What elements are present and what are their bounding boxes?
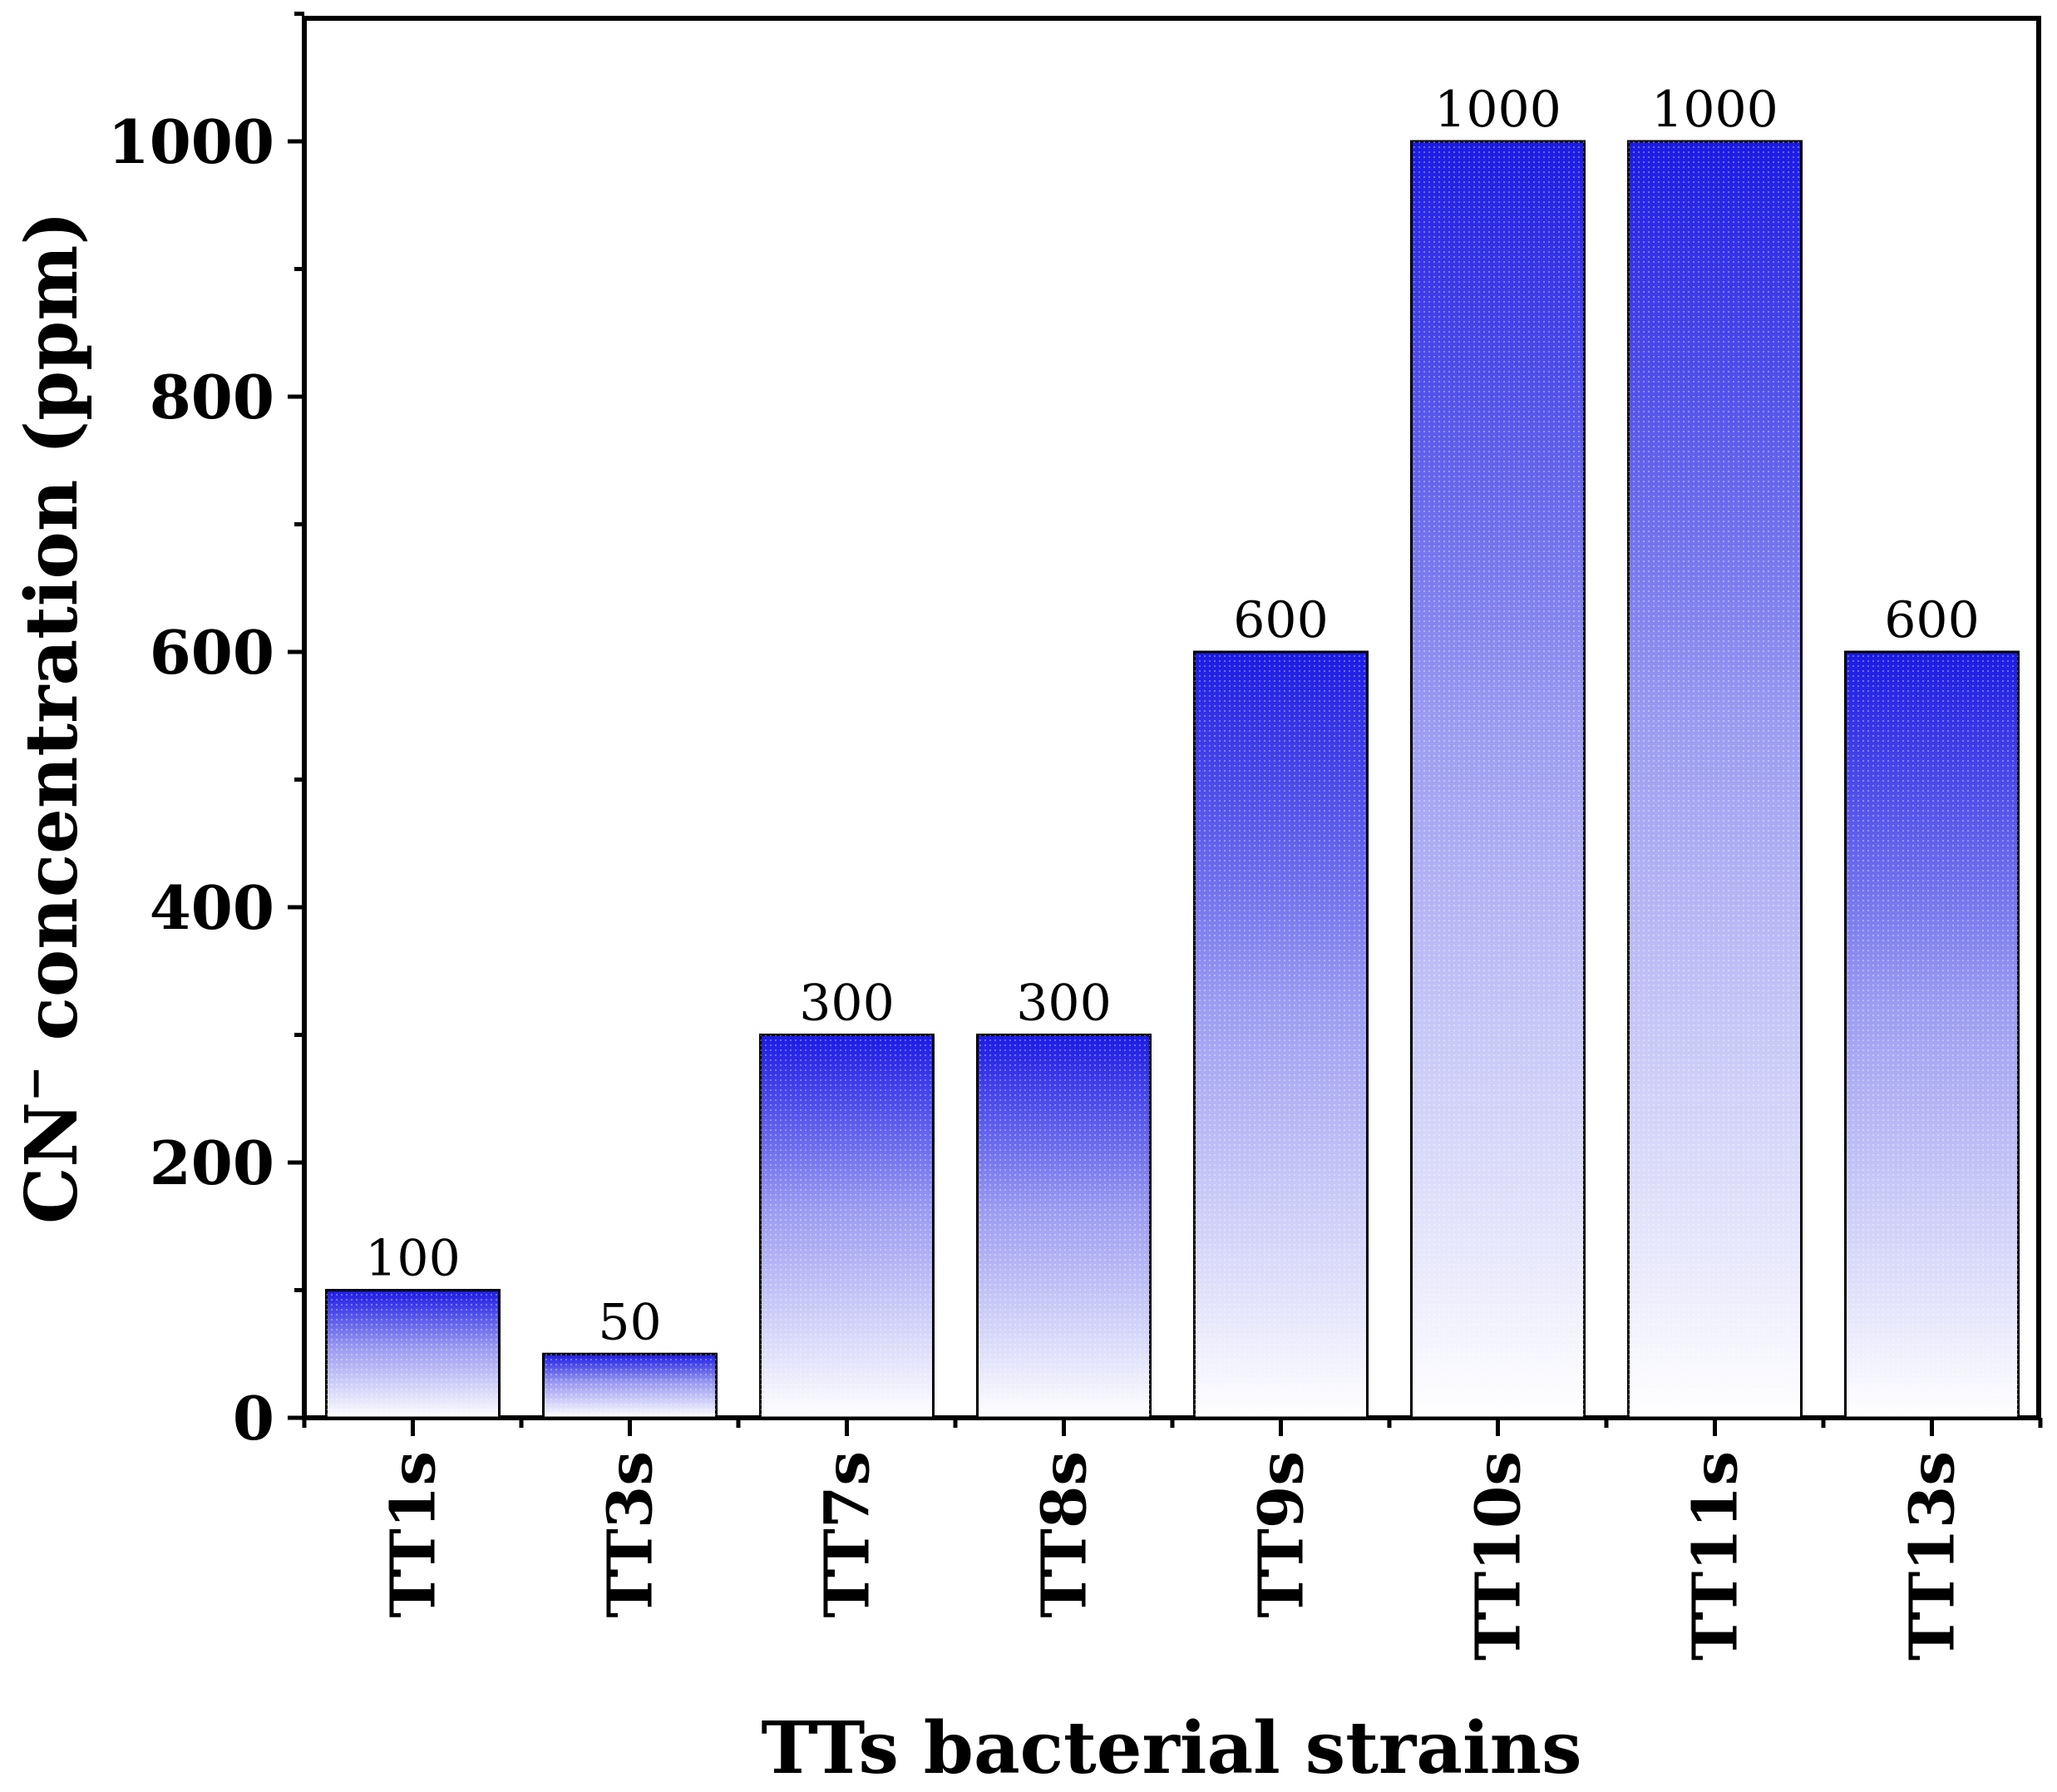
bar-texture-TT1s bbox=[326, 1290, 500, 1418]
y-tick-label: 400 bbox=[150, 872, 274, 943]
bar-texture-TT7s bbox=[760, 1034, 934, 1418]
data-label-TT7s: 300 bbox=[799, 975, 895, 1033]
x-tick-label-TT8s: TT8s bbox=[1029, 1451, 1101, 1618]
bar-series bbox=[325, 140, 2020, 1419]
data-label-TT1s: 100 bbox=[365, 1230, 461, 1288]
data-labels: 100 50 300 300 600 1000 1000 600 bbox=[365, 81, 1980, 1351]
y-tick-label: 200 bbox=[150, 1128, 274, 1198]
x-tick-label-TT3s: TT3s bbox=[595, 1451, 667, 1618]
data-label-TT9s: 600 bbox=[1233, 591, 1329, 649]
x-tick-label-TT9s: TT9s bbox=[1246, 1451, 1318, 1618]
y-axis-title-suffix: concentration (ppm) bbox=[10, 211, 94, 1065]
x-tick-label-TT7s: TT7s bbox=[812, 1451, 884, 1618]
x-axis-title: TTs bacterial strains bbox=[761, 1706, 1581, 1790]
bar-texture-TT10s bbox=[1411, 141, 1585, 1418]
data-label-TT13s: 600 bbox=[1884, 591, 1980, 649]
y-tick-label: 0 bbox=[233, 1383, 274, 1454]
bar-texture-TT13s bbox=[1845, 652, 2019, 1418]
y-axis-title-prefix: CN bbox=[10, 1102, 94, 1224]
bar-texture-TT8s bbox=[977, 1034, 1151, 1418]
data-label-TT11s: 1000 bbox=[1651, 81, 1778, 139]
bar-texture-TT9s bbox=[1194, 652, 1368, 1418]
data-label-TT10s: 1000 bbox=[1434, 81, 1561, 139]
y-tick-label: 800 bbox=[150, 362, 274, 432]
bar-texture-TT11s bbox=[1628, 141, 1802, 1418]
x-tick-label-TT13s: TT13s bbox=[1897, 1451, 1969, 1661]
x-axis-ticks bbox=[302, 1418, 2043, 1436]
x-tick-labels: TT1s TT3s TT7s TT8s TT9s TT10s TT11s TT13s bbox=[378, 1451, 1969, 1661]
y-tick-label: 600 bbox=[150, 617, 274, 688]
data-label-TT3s: 50 bbox=[598, 1293, 661, 1351]
y-axis-title: CN− concentration (ppm) bbox=[10, 211, 94, 1224]
y-axis-title-superscript: − bbox=[10, 1065, 61, 1102]
x-tick-label-TT11s: TT11s bbox=[1680, 1451, 1752, 1661]
y-axis-ticks: 0 200 400 600 800 1000 bbox=[108, 12, 304, 1454]
x-tick-label-TT10s: TT10s bbox=[1463, 1451, 1535, 1661]
y-tick-label: 1000 bbox=[108, 106, 274, 177]
bar-texture-TT3s bbox=[543, 1354, 717, 1418]
data-label-TT8s: 300 bbox=[1016, 975, 1112, 1033]
x-tick-label-TT1s: TT1s bbox=[378, 1451, 450, 1618]
